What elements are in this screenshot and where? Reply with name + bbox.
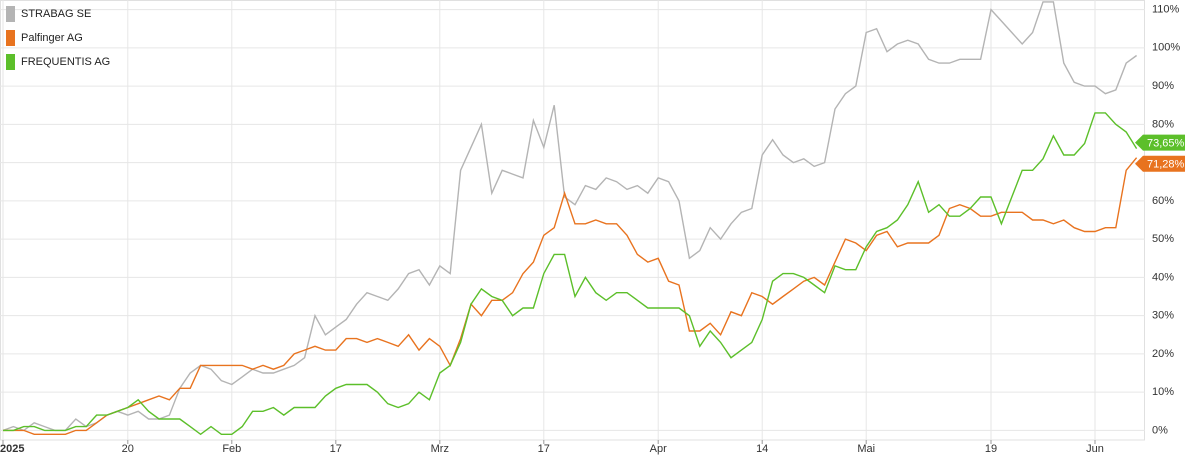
y-tick-label: 10% [1152, 386, 1174, 398]
x-tick-label: Mrz [431, 443, 449, 455]
legend-label: Palfinger AG [21, 32, 83, 44]
legend-label: STRABAG SE [21, 8, 91, 20]
x-tick-label: 17 [538, 443, 550, 455]
y-tick-label: 20% [1152, 348, 1174, 360]
end-label: 73,65% [1147, 138, 1185, 150]
end-tag [1135, 155, 1185, 172]
plot-frame [0, 0, 1145, 441]
y-tick-label: 30% [1152, 310, 1174, 322]
legend-label: FREQUENTIS AG [21, 56, 110, 68]
x-tick-label: 2025 [0, 443, 24, 455]
y-tick-label: 50% [1152, 233, 1174, 245]
x-tick-label: 19 [985, 443, 997, 455]
legend-swatch [6, 30, 15, 46]
y-tick-label: 90% [1152, 80, 1174, 92]
y-tick-label: 100% [1152, 42, 1180, 54]
y-tick-label: 60% [1152, 195, 1174, 207]
x-tick-label: 14 [756, 443, 768, 455]
y-tick-label: 110% [1152, 3, 1180, 15]
x-tick-label: 17 [330, 443, 342, 455]
y-tick-label: 40% [1152, 271, 1174, 283]
x-tick-label: Jun [1086, 443, 1104, 455]
x-tick-label: Apr [650, 443, 667, 455]
series-line [3, 112, 1138, 436]
series-line [2, 1, 1138, 432]
x-tick-label: Mai [857, 443, 875, 455]
end-label: 71,28% [1147, 159, 1185, 171]
end-tag [1135, 134, 1185, 151]
series-line [3, 157, 1138, 435]
y-tick-label: 0% [1152, 424, 1168, 436]
legend-swatch [6, 54, 15, 70]
x-tick-label: Feb [222, 443, 241, 455]
y-tick-label: 80% [1152, 118, 1174, 130]
legend-swatch [6, 6, 15, 22]
x-tick-label: 20 [122, 443, 134, 455]
